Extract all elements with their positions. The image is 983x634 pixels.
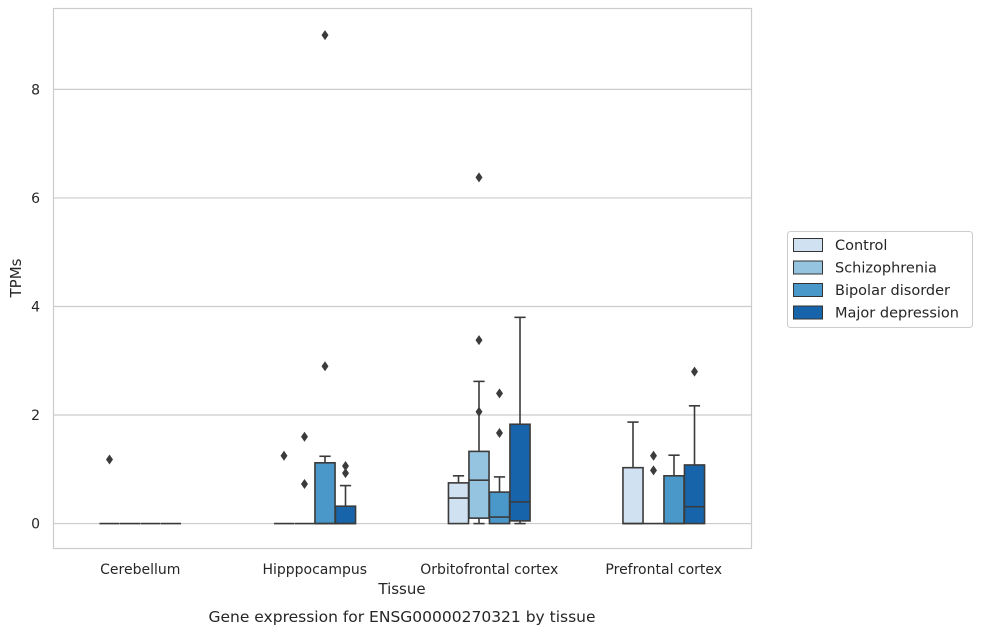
x-axis-ticks: Cerebellum Hipppocampus Orbitofrontal cort…	[100, 562, 722, 578]
box-body	[683, 464, 706, 525]
outlier-point	[321, 30, 329, 41]
y-tick-label: 4	[31, 299, 40, 315]
box-major-depression	[683, 366, 706, 525]
outlier-point	[300, 478, 308, 489]
legend-swatch	[793, 260, 823, 275]
box-body	[334, 505, 357, 525]
box-body	[663, 475, 685, 525]
outlier-point	[691, 366, 699, 377]
legend-swatch	[793, 238, 823, 252]
box-control	[622, 421, 644, 525]
y-axis-label: TPMs	[7, 258, 25, 298]
box-body	[622, 466, 644, 525]
legend-label: Schizophrenia	[835, 261, 937, 277]
legend-label: Control	[835, 238, 887, 254]
outlier-point	[342, 461, 350, 472]
x-tick-label: Hipppocampus	[262, 562, 367, 578]
box-schizophrenia	[468, 172, 490, 525]
x-axis-label: Tissue	[377, 580, 425, 598]
box-major-depression	[334, 461, 357, 525]
outlier-point	[105, 454, 113, 465]
legend-swatch	[793, 283, 823, 297]
box-control	[447, 475, 470, 525]
y-axis-ticks: 0 2 4 6 8	[31, 82, 40, 532]
plot-frame	[52, 7, 753, 550]
outlier-point	[475, 406, 483, 417]
box-control	[99, 454, 120, 525]
x-tick-label: Cerebellum	[100, 562, 180, 578]
chart-caption: Gene expression for ENSG00000270321 by t…	[208, 608, 595, 626]
outlier-point	[475, 172, 483, 183]
boxes	[99, 30, 706, 525]
outlier-point	[496, 427, 504, 438]
x-tick-label: Prefrontal cortex	[605, 562, 722, 578]
outlier-point	[300, 431, 308, 442]
legend: Control Schizophrenia Bipolar disorder Majo…	[787, 231, 973, 328]
y-tick-label: 8	[31, 82, 40, 98]
box-body	[488, 491, 511, 525]
box-bipolar-disorder	[314, 30, 336, 525]
box-body	[468, 450, 490, 519]
x-tick-label: Orbitofrontal cortex	[420, 562, 558, 578]
legend-label: Bipolar disorder	[835, 283, 950, 299]
legend-swatch	[793, 305, 823, 320]
box-schizophrenia	[294, 431, 315, 525]
plot-background	[53, 8, 751, 548]
box-control	[273, 450, 295, 525]
y-tick-label: 2	[31, 408, 40, 424]
y-tick-label: 0	[31, 517, 40, 533]
box-body	[314, 461, 336, 525]
box-body	[509, 423, 531, 522]
box-schizophrenia	[643, 450, 664, 525]
outlier-point	[649, 465, 657, 476]
legend-frame	[787, 231, 973, 328]
box-major-depression	[509, 316, 531, 525]
outlier-point	[280, 450, 288, 461]
outlier-point	[342, 468, 350, 479]
box-body	[447, 482, 470, 525]
outlier-point	[649, 450, 657, 461]
outlier-point	[321, 361, 329, 372]
y-tick-label: 6	[31, 191, 40, 207]
outlier-point	[475, 335, 483, 346]
outlier-point	[496, 388, 504, 399]
legend-label: Major depression	[835, 306, 959, 322]
